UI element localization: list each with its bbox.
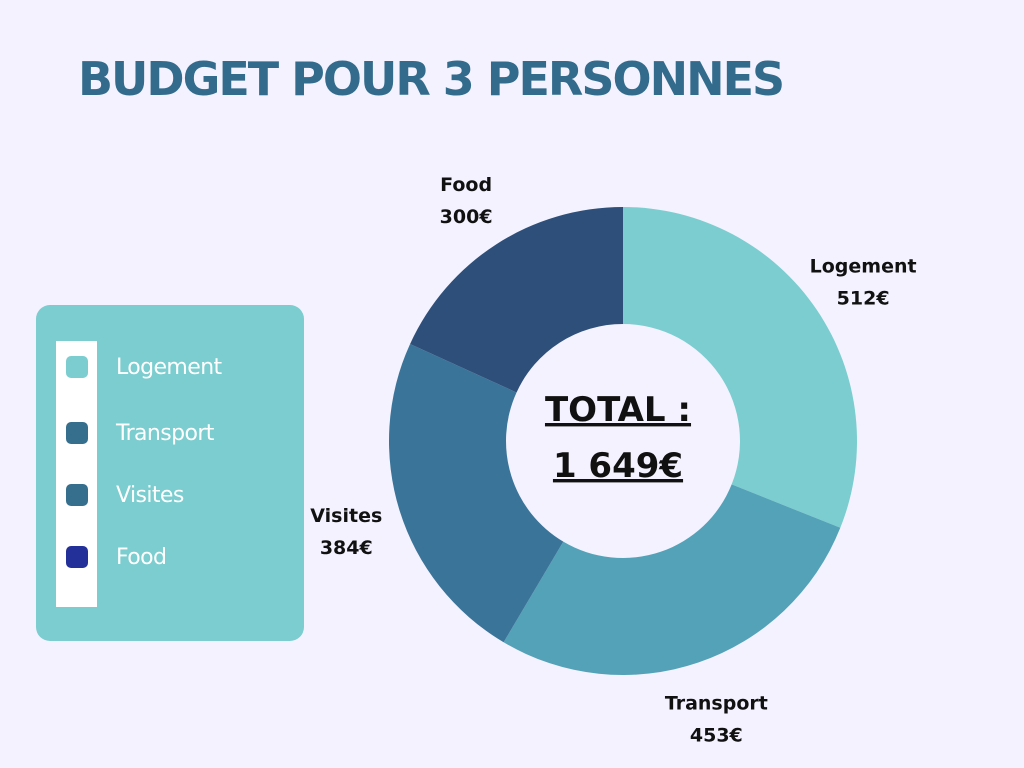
total-value: 1 649€ xyxy=(553,446,683,486)
slice-value-visites: 384€ xyxy=(320,537,373,559)
legend-label-food: Food xyxy=(116,544,167,570)
legend-item-transport: Transport xyxy=(66,418,214,448)
legend-item-logement: Logement xyxy=(66,352,222,382)
slice-label-logement: Logement xyxy=(810,255,917,277)
legend-item-visites: Visites xyxy=(66,480,184,510)
slice-value-food: 300€ xyxy=(440,206,493,228)
slice-value-transport: 453€ xyxy=(690,725,743,747)
slice-label-transport: Transport xyxy=(665,693,768,715)
legend-swatch-food xyxy=(66,546,88,568)
legend-swatch-transport xyxy=(66,422,88,444)
slice-label-food: Food xyxy=(440,174,492,196)
slice-food xyxy=(410,207,623,393)
legend-label-logement: Logement xyxy=(116,354,222,380)
legend-panel: Logement Transport Visites Food xyxy=(36,305,304,641)
legend-label-transport: Transport xyxy=(116,420,214,446)
slice-value-logement: 512€ xyxy=(837,287,890,309)
legend-swatch-visites xyxy=(66,484,88,506)
total-label: TOTAL : xyxy=(545,390,691,430)
slice-logement xyxy=(623,207,857,528)
chart-title: BUDGET POUR 3 PERSONNES xyxy=(78,52,785,106)
slice-transport xyxy=(503,484,841,675)
slice-label-visites: Visites xyxy=(310,505,382,527)
slice-visites xyxy=(389,343,564,643)
legend-label-visites: Visites xyxy=(116,482,184,508)
legend-item-food: Food xyxy=(66,542,167,572)
legend-swatch-logement xyxy=(66,356,88,378)
